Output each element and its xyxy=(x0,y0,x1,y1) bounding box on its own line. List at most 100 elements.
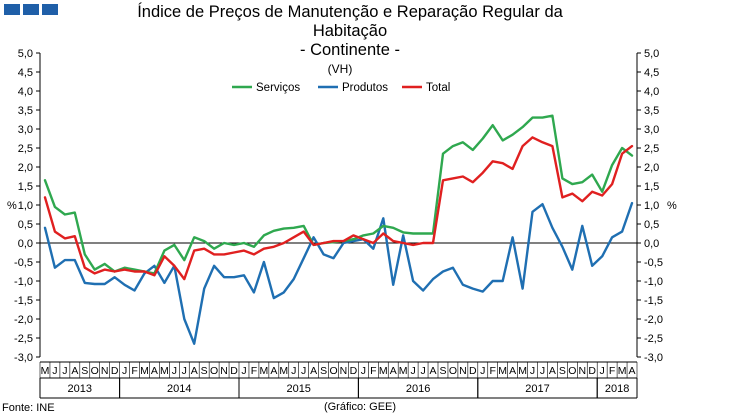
month-label: O xyxy=(449,365,457,377)
left-tick-label: -1,0 xyxy=(14,276,33,288)
month-label: M xyxy=(260,365,269,377)
month-label: S xyxy=(320,365,327,377)
month-label: N xyxy=(340,365,348,377)
month-label: M xyxy=(498,365,507,377)
chart-title-line-1: Índice de Preços de Manutenção e Reparaç… xyxy=(137,3,563,21)
year-label: 2015 xyxy=(286,383,310,395)
month-label: O xyxy=(568,365,576,377)
month-label: S xyxy=(81,365,88,377)
month-label: D xyxy=(111,365,119,377)
month-label: J xyxy=(291,365,296,377)
month-label: J xyxy=(361,365,366,377)
logo-block-3 xyxy=(42,4,58,15)
right-tick-label: -0,5 xyxy=(644,257,663,269)
year-label: 2014 xyxy=(167,383,191,395)
month-label: J xyxy=(411,365,416,377)
left-tick-label: 3,0 xyxy=(18,124,33,136)
month-label: M xyxy=(140,365,149,377)
chart-title-line-2: Habitação xyxy=(312,22,388,40)
month-label: D xyxy=(469,365,477,377)
legend-label-produtos: Produtos xyxy=(342,82,388,94)
month-label: M xyxy=(618,365,627,377)
right-tick-label: 0,5 xyxy=(644,219,659,231)
year-label: 2017 xyxy=(525,383,549,395)
month-label: J xyxy=(241,365,246,377)
series-produtos-line xyxy=(43,201,634,345)
right-tick-label: 4,0 xyxy=(644,86,659,98)
month-label: J xyxy=(540,365,545,377)
month-label: A xyxy=(270,365,277,377)
month-label: J xyxy=(301,365,306,377)
left-tick-label: 4,5 xyxy=(18,67,33,79)
right-tick-label: -2,0 xyxy=(644,314,663,326)
month-label: S xyxy=(201,365,208,377)
month-label: N xyxy=(578,365,586,377)
month-label: D xyxy=(230,365,238,377)
month-label: A xyxy=(191,365,198,377)
month-label: J xyxy=(480,365,485,377)
month-label: S xyxy=(559,365,566,377)
month-label: J xyxy=(600,365,605,377)
month-label: F xyxy=(131,365,137,377)
right-tick-label: -2,5 xyxy=(644,333,663,345)
right-tick-label: 3,5 xyxy=(644,105,659,117)
right-tick-label: 3,0 xyxy=(644,124,659,136)
year-label: 2016 xyxy=(406,383,430,395)
month-label: A xyxy=(509,365,516,377)
month-label: M xyxy=(160,365,169,377)
year-label: 2018 xyxy=(605,383,629,395)
legend-label-total: Total xyxy=(426,82,450,94)
right-tick-label: 5,0 xyxy=(644,48,659,60)
year-label: 2013 xyxy=(68,383,92,395)
month-label: F xyxy=(370,365,376,377)
ine-logo xyxy=(4,4,58,15)
month-label: N xyxy=(220,365,228,377)
left-tick-label: 2,5 xyxy=(18,143,33,155)
month-label: M xyxy=(41,365,50,377)
month-label: D xyxy=(350,365,358,377)
right-tick-label: -3,0 xyxy=(644,352,663,364)
month-label: F xyxy=(609,365,615,377)
logo-block-1 xyxy=(4,4,20,15)
chart-unit: (VH) xyxy=(327,62,353,76)
left-tick-label: 2,0 xyxy=(18,162,33,174)
right-tick-label: -1,5 xyxy=(644,295,663,307)
month-label: J xyxy=(530,365,535,377)
chart-title-line-3: - Continente - xyxy=(300,41,400,59)
month-label: A xyxy=(310,365,317,377)
left-tick-label: -0,5 xyxy=(14,257,33,269)
month-label: F xyxy=(490,365,496,377)
right-tick-label: 4,5 xyxy=(644,67,659,79)
month-label: A xyxy=(629,365,636,377)
right-tick-label: 1,5 xyxy=(644,181,659,193)
month-label: O xyxy=(329,365,337,377)
month-label: J xyxy=(182,365,187,377)
right-tick-label: -1,0 xyxy=(644,276,663,288)
left-tick-label: 4,0 xyxy=(18,86,33,98)
logo-block-2 xyxy=(23,4,39,15)
month-label: M xyxy=(518,365,527,377)
left-tick-label: 5,0 xyxy=(18,48,33,60)
right-tick-label: 2,0 xyxy=(644,162,659,174)
month-label: M xyxy=(279,365,288,377)
month-label: A xyxy=(549,365,556,377)
month-label: J xyxy=(62,365,67,377)
month-label: J xyxy=(122,365,127,377)
month-label: S xyxy=(439,365,446,377)
right-tick-label: 1,0 xyxy=(644,200,659,212)
right-tick-label: 2,5 xyxy=(644,143,659,155)
month-label: A xyxy=(71,365,78,377)
month-label: A xyxy=(151,365,158,377)
month-label: F xyxy=(251,365,257,377)
month-label: M xyxy=(399,365,408,377)
left-tick-label: 1,0 xyxy=(18,200,33,212)
month-label: J xyxy=(52,365,57,377)
left-tick-label: 0,5 xyxy=(18,219,33,231)
left-tick-label: -2,5 xyxy=(14,333,33,345)
left-tick-label: -1,5 xyxy=(14,295,33,307)
month-label: A xyxy=(390,365,397,377)
left-tick-label: -2,0 xyxy=(14,314,33,326)
left-tick-label: -3,0 xyxy=(14,352,33,364)
right-tick-label: 0,0 xyxy=(644,238,659,250)
source-note: Fonte: INE xyxy=(2,402,55,414)
